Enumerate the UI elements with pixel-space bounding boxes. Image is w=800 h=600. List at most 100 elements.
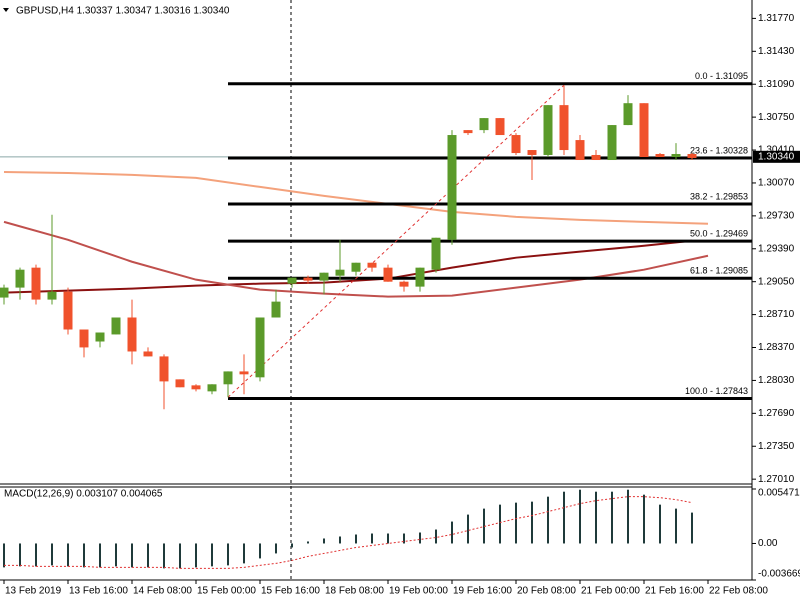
y-tick-label: 1.28710 [758, 309, 795, 320]
candle-body [319, 272, 329, 281]
macd-bar [19, 543, 21, 567]
macd-bar [403, 533, 405, 544]
candle-body [431, 237, 441, 270]
macd-bar [35, 543, 37, 567]
macd-bar [547, 496, 549, 544]
candle-body [495, 118, 505, 136]
y-tick-label: 1.28030 [758, 375, 795, 386]
candle-body [143, 351, 153, 357]
candle-body [559, 105, 569, 151]
x-tick-label: 15 Feb 00:00 [197, 586, 256, 597]
fibonacci-label: 100.0 - 1.27843 [685, 386, 748, 396]
candle-body [399, 281, 409, 287]
macd-bar [307, 541, 309, 544]
macd-bar [419, 532, 421, 544]
candle-body [447, 135, 457, 240]
candle-body [63, 291, 73, 330]
candle-body [191, 385, 201, 390]
candle-body [367, 262, 377, 268]
x-tick-label: 13 Feb 16:00 [69, 586, 128, 597]
moving-average [3, 171, 709, 225]
x-tick-label: 18 Feb 08:00 [325, 586, 384, 597]
chart-title: GBPUSD,H4 1.30337 1.30347 1.30316 1.3034… [16, 6, 230, 17]
x-tick-label: 21 Feb 00:00 [581, 586, 640, 597]
candle-body [511, 135, 521, 154]
macd-bar [3, 543, 5, 568]
candle-body [671, 154, 681, 158]
macd-bar [147, 543, 149, 568]
macd-bar [131, 543, 133, 568]
candle-body [591, 154, 601, 161]
macd-bar [259, 543, 261, 559]
macd-bar [83, 543, 85, 568]
candle-body [175, 379, 185, 388]
y-tick-label: 1.28370 [758, 342, 795, 353]
candle-body [239, 371, 249, 375]
fibonacci-label: 23.6 - 1.30328 [690, 145, 748, 155]
macd-bar [467, 514, 469, 544]
y-tick-label: 1.29050 [758, 276, 795, 287]
macd-bar [595, 491, 597, 544]
candle-body [335, 269, 345, 276]
macd-bar [643, 494, 645, 544]
candle-body [287, 277, 297, 284]
y-tick-label: 1.29390 [758, 243, 795, 254]
macd-bar [483, 508, 485, 544]
y-tick-label: -0.003669 [758, 569, 800, 580]
macd-bar [163, 543, 165, 569]
macd-bar [99, 543, 101, 568]
macd-bar [563, 491, 565, 544]
y-tick-label: 1.27690 [758, 408, 795, 419]
x-tick-label: 21 Feb 16:00 [645, 586, 704, 597]
y-tick-label: 1.30410 [758, 145, 795, 156]
x-tick-label: 14 Feb 08:00 [133, 586, 192, 597]
y-tick-label: 1.31770 [758, 13, 795, 24]
candle-body [127, 317, 137, 352]
candle-body [415, 267, 425, 287]
candle-body [303, 277, 313, 281]
macd-bar [691, 512, 693, 544]
macd-signal [4, 496, 693, 569]
macd-bar [275, 543, 277, 554]
x-tick-label: 20 Feb 08:00 [517, 586, 576, 597]
candle-body [0, 287, 9, 298]
fibonacci-label: 0.0 - 1.31095 [695, 71, 748, 81]
x-tick-label: 19 Feb 16:00 [453, 586, 512, 597]
current-price-box [753, 150, 800, 163]
candle-body [47, 291, 57, 300]
macd-bar [451, 521, 453, 544]
x-tick-label: 15 Feb 16:00 [261, 586, 320, 597]
plot-layer: 1.31770 1.31430 1.31090 1.30750 1.30410 1.300… [0, 13, 800, 597]
macd-bar [227, 543, 229, 566]
menu-icon[interactable] [3, 8, 9, 12]
y-tick-label: 1.29730 [758, 211, 795, 222]
candle-body [639, 103, 649, 158]
candle-body [271, 301, 281, 318]
y-tick-label: 1.31090 [758, 79, 795, 90]
candle-body [223, 371, 233, 385]
macd-bar [627, 489, 629, 544]
macd-bar [195, 543, 197, 568]
candle-body [655, 154, 665, 158]
candle-body [527, 150, 537, 155]
macd-bar [355, 534, 357, 544]
candle-body [111, 317, 121, 335]
fibonacci-trend [227, 84, 565, 398]
candle-body [623, 103, 633, 126]
x-tick-label: 22 Feb 08:00 [709, 586, 768, 597]
candle-body [575, 140, 585, 161]
macd-bar [179, 543, 181, 569]
candle-body [351, 262, 361, 272]
moving-average [3, 239, 693, 294]
y-tick-label: 1.31430 [758, 46, 795, 57]
fibonacci-label: 38.2 - 1.29853 [690, 191, 748, 201]
macd-bar [51, 543, 53, 566]
macd-bar [531, 501, 533, 544]
macd-bar [115, 543, 117, 567]
current-price-label: 1.30340 [758, 151, 795, 162]
candle-body [95, 332, 105, 342]
macd-bar [371, 533, 373, 544]
fibonacci-label: 50.0 - 1.29469 [690, 229, 748, 239]
macd-bar [243, 543, 245, 564]
macd-bar [499, 504, 501, 544]
